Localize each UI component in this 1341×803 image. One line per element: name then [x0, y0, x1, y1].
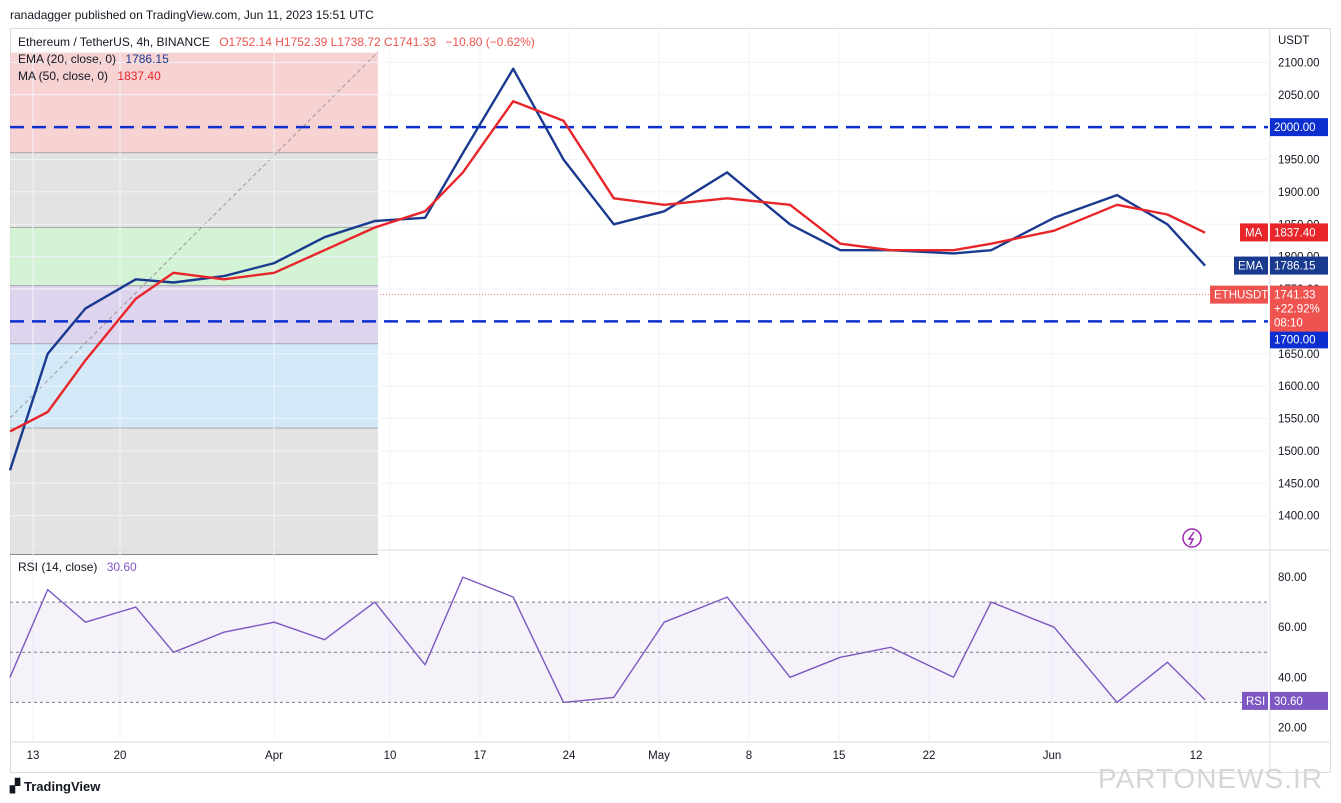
lightning-icon[interactable]: [1182, 528, 1202, 548]
lightning-bolt: [1187, 531, 1195, 546]
ma-legend-value: 1837.40: [117, 69, 161, 83]
fib-zone-3: [10, 285, 378, 345]
rsi-tick-label: 40.00: [1278, 672, 1307, 684]
ma-label: MA (50, close, 0): [18, 69, 109, 83]
tag-1700-bg: [1270, 330, 1328, 349]
rsi-tag-label: RSI: [1246, 696, 1265, 708]
tag-ma-value: 1837.40: [1274, 227, 1316, 239]
price-change: −10.80 (−0.62%): [445, 35, 535, 49]
ema-label: EMA (20, close, 0): [18, 52, 117, 66]
price-tick-label: 1900.00: [1278, 187, 1320, 199]
ohlc-values: O1752.14 H1752.39 L1738.72 C1741.33: [219, 35, 437, 49]
tag-ema-label: EMA: [1238, 261, 1263, 273]
price-tick-label: 1950.00: [1278, 155, 1320, 167]
tradingview-logo-text: TradingView: [24, 778, 101, 794]
price-tick-label: 1600.00: [1278, 381, 1320, 393]
rsi-label: RSI (14, close): [18, 560, 98, 574]
ma-legend[interactable]: MA (50, close, 0) 1837.40: [18, 69, 167, 83]
tag-ma-label: MA: [1245, 227, 1263, 239]
rsi-tick-label: 60.00: [1278, 622, 1307, 634]
rsi-band: [10, 602, 1268, 703]
time-tick-label: 10: [384, 750, 397, 762]
symbol-name[interactable]: Ethereum / TetherUS, 4h, BINANCE: [18, 35, 210, 49]
time-tick-label: 17: [474, 750, 487, 762]
ma-line[interactable]: [9, 99, 1206, 433]
fib-zone-5: [10, 428, 378, 555]
tag-1700: 1700.00: [1274, 334, 1316, 346]
price-tick-label: 1450.00: [1278, 478, 1320, 490]
rsi-tag-value-bg: [1270, 691, 1328, 710]
price-tick-label: 1650.00: [1278, 349, 1320, 361]
time-tick-label: 8: [746, 750, 752, 762]
time-tick-label: Jun: [1043, 750, 1062, 762]
ema-legend-value: 1786.15: [125, 52, 169, 66]
ema-legend[interactable]: EMA (20, close, 0) 1786.15: [18, 52, 175, 66]
time-tick-label: 15: [833, 750, 846, 762]
time-tick-label: 22: [923, 750, 936, 762]
price-tick-label: 1400.00: [1278, 511, 1320, 523]
time-tick-label: Apr: [265, 750, 283, 762]
price-tick-label: 1500.00: [1278, 446, 1320, 458]
rsi-tag-value: 30.60: [1274, 696, 1303, 708]
price-tick-label: 1550.00: [1278, 414, 1320, 426]
time-tick-label: 12: [1190, 750, 1203, 762]
tag-ema-label-bg: [1234, 256, 1268, 275]
price-tick-label: 2050.00: [1278, 90, 1320, 102]
tag-timer: 08:10: [1274, 318, 1303, 330]
tag-ema-value: 1786.15: [1274, 261, 1316, 273]
tag-2000: 2000.00: [1274, 122, 1316, 134]
tag-pct: +22.92%: [1274, 304, 1320, 316]
ema-line[interactable]: [8, 67, 1206, 471]
tag-symbol: ETHUSDT: [1214, 290, 1268, 302]
watermark: PARTONEWS.IR: [1097, 763, 1323, 794]
tradingview-mark-icon: ▞: [10, 778, 20, 793]
fib-zone-0: [10, 52, 378, 154]
tag-last-bg: [1270, 285, 1328, 332]
time-tick-label: 24: [563, 750, 576, 762]
tag-symbol-bg: [1210, 285, 1268, 304]
tag-ema-value-bg: [1270, 256, 1328, 275]
rsi-legend[interactable]: RSI (14, close) 30.60: [18, 560, 143, 574]
time-tick-label: 13: [27, 750, 40, 762]
rsi-legend-value: 30.60: [106, 560, 137, 574]
fib-zone-1: [10, 153, 378, 228]
time-tick-label: 20: [114, 750, 127, 762]
time-tick-label: May: [648, 750, 670, 762]
rsi-tick-label: 20.00: [1278, 722, 1307, 734]
fib-trend-line: [9, 51, 379, 419]
tag-2000-bg: [1270, 118, 1328, 137]
price-tick-label: 2100.00: [1278, 57, 1320, 69]
publisher-line: ranadagger published on TradingView.com,…: [10, 8, 374, 22]
rsi-tick-label: 80.00: [1278, 572, 1307, 584]
rsi-tag-label-bg: [1242, 691, 1268, 710]
symbol-legend: Ethereum / TetherUS, 4h, BINANCE O1752.1…: [18, 35, 541, 49]
currency-label: USDT: [1278, 35, 1309, 47]
tag-ma-label-bg: [1240, 223, 1268, 242]
tag-last-price: 1741.33: [1274, 290, 1316, 302]
tradingview-logo[interactable]: ▞ TradingView: [10, 778, 100, 794]
tag-ma-value-bg: [1270, 223, 1328, 242]
